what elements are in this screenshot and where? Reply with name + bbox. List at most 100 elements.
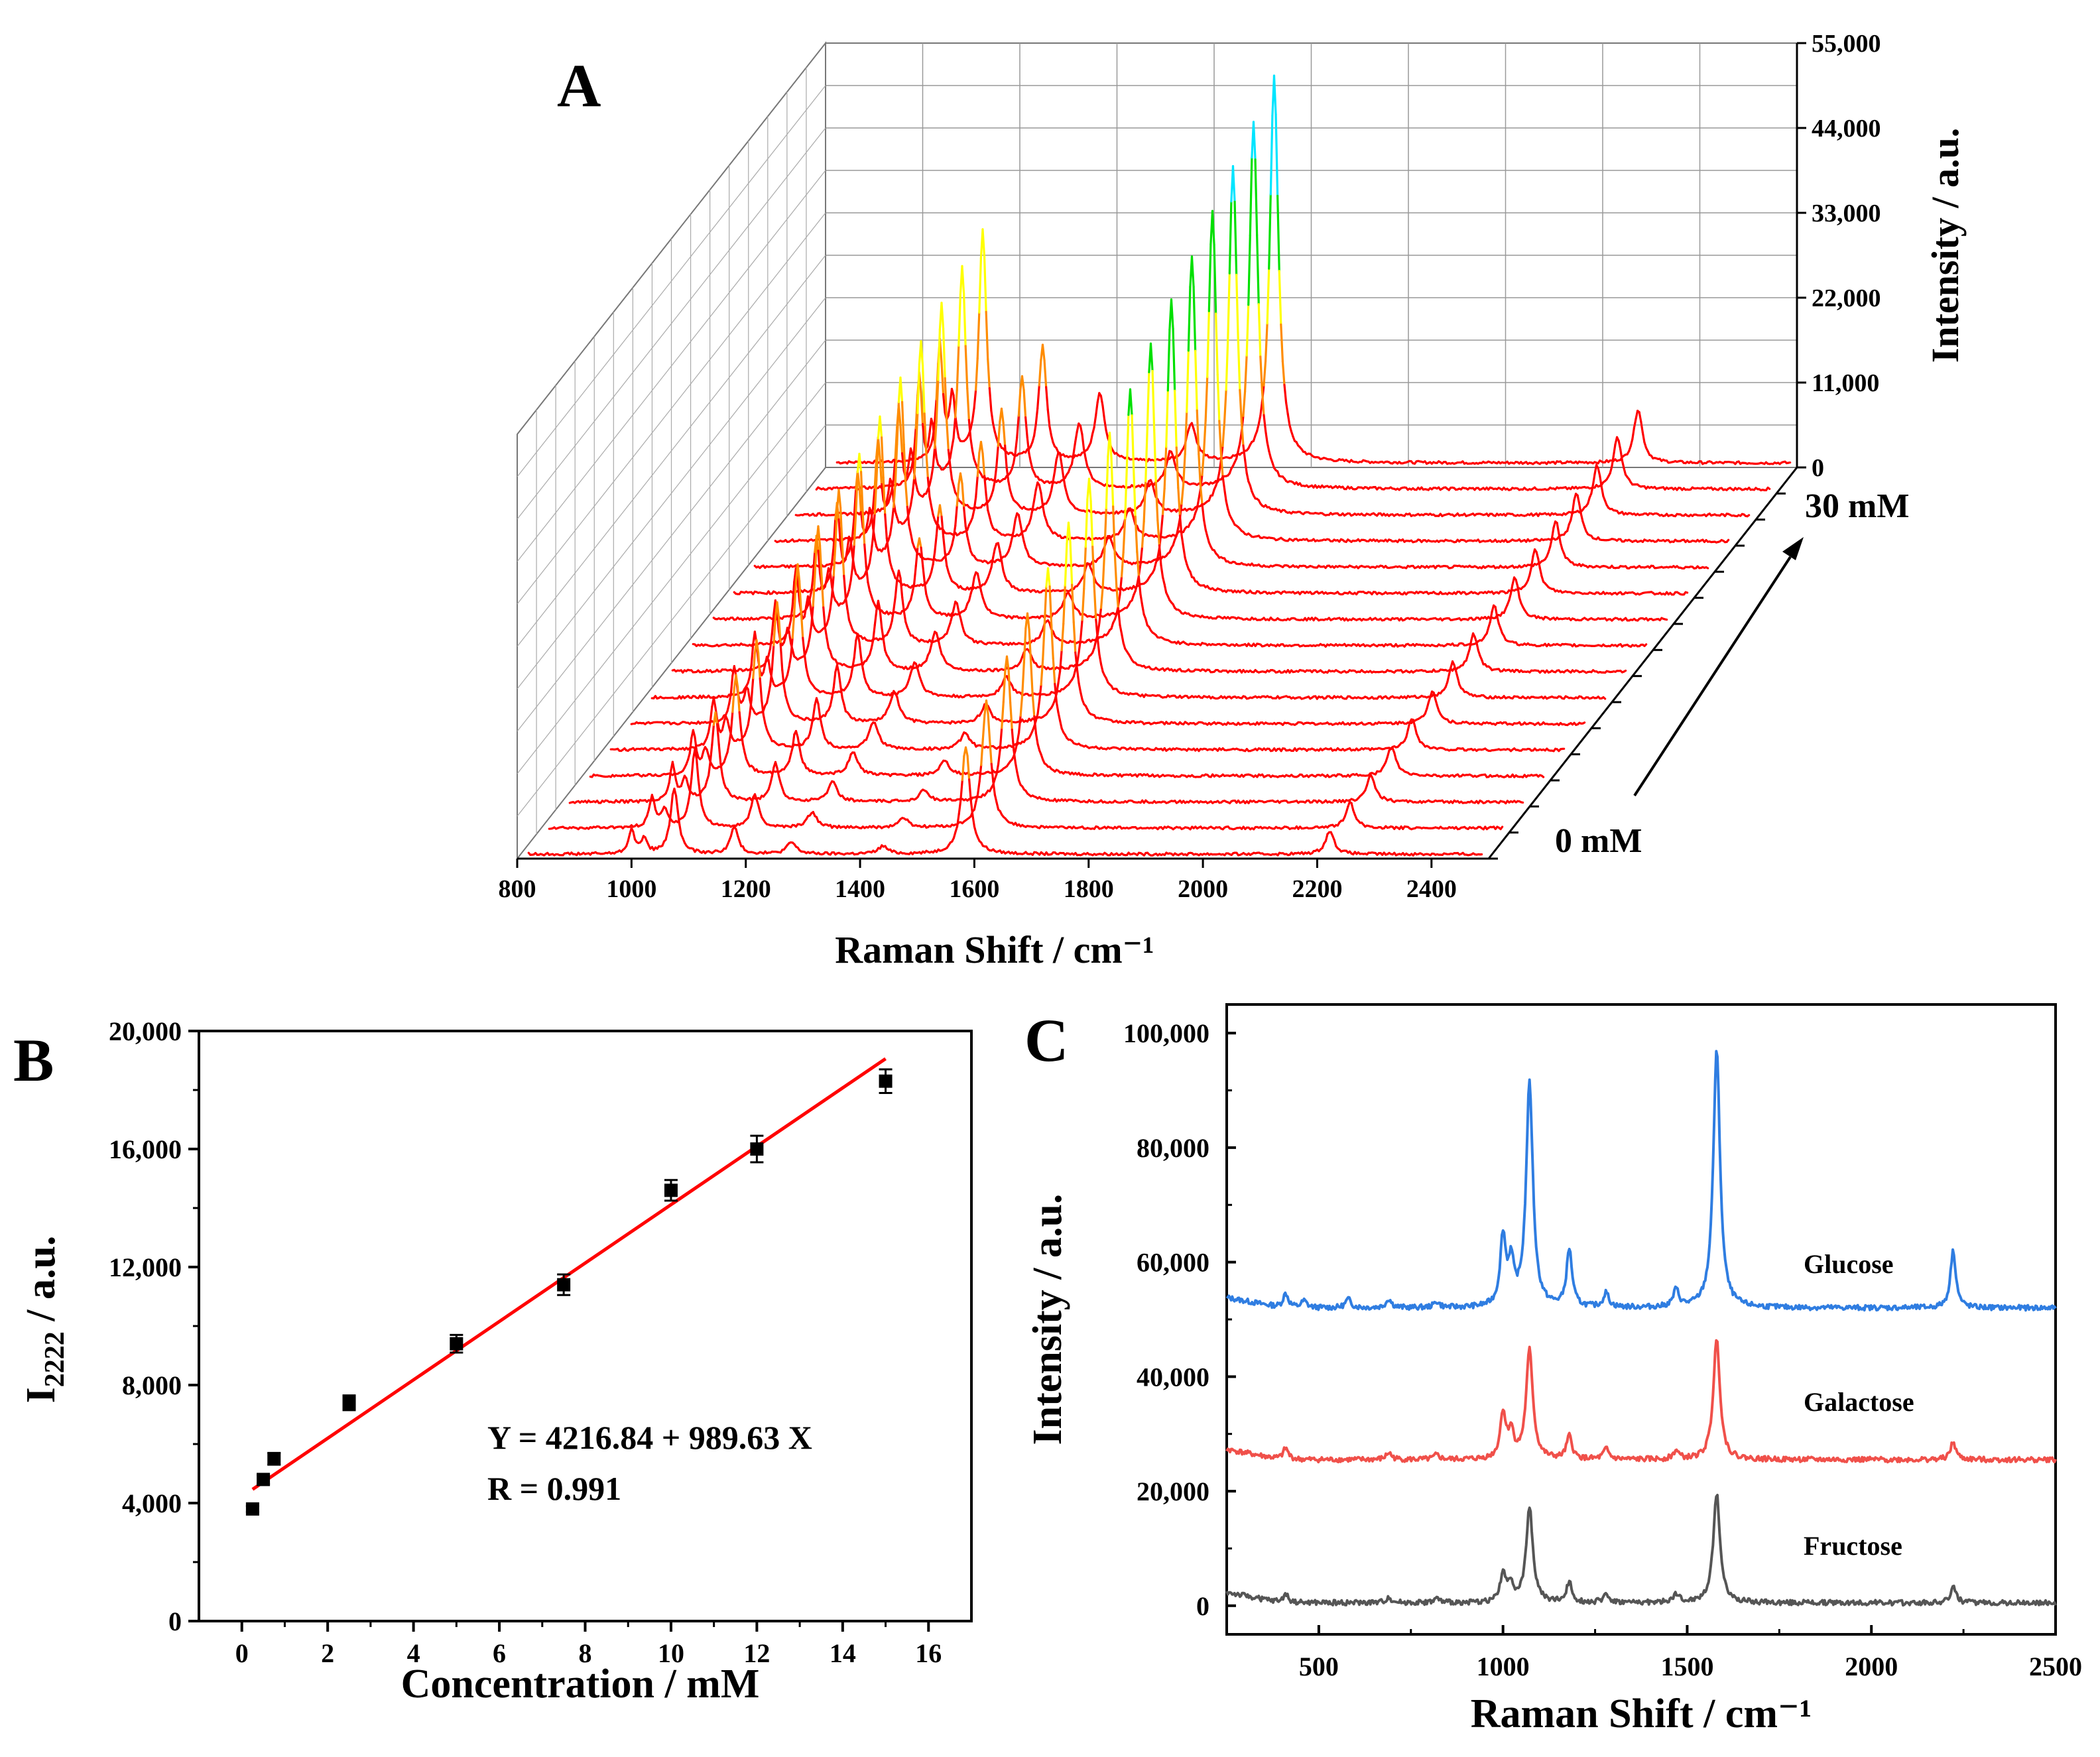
panel-a-spectrum-segment: [978, 257, 983, 314]
panel-a-spectrum-segment: [808, 599, 813, 615]
panel-a-spectrum-segment: [1079, 424, 1083, 436]
panel-a-spectrum-segment: [988, 515, 993, 525]
panel-a-spectrum-segment: [1216, 373, 1221, 422]
panel-a-spectrum-segment: [1245, 304, 1250, 357]
panel-a-spectrum-segment: [1166, 328, 1171, 392]
panel-a-spectrum-segment: [1004, 444, 1008, 469]
panel-a-spectrum-segment: [891, 506, 895, 524]
panel-a-spectrum-segment: [889, 489, 893, 498]
panel-a-spectrum-segment: [863, 543, 867, 568]
panel-a-side-gridline: [517, 170, 826, 562]
panel-a-side-gridline: [517, 212, 826, 605]
panel-a-spectrum-segment: [1163, 583, 1168, 594]
panel-a-spectrum-segment: [894, 578, 898, 598]
panel-a-spectrum-segment: [961, 482, 965, 509]
panel-a-spectrum-segment: [908, 504, 912, 514]
panel-a-spectrum-segment: [1621, 459, 1625, 469]
panel-a-spectrum-segment: [946, 564, 950, 574]
panel-a-spectrum-segment: [880, 483, 885, 501]
panel-a-spectrum-segment: [1268, 450, 1272, 459]
panel-a-spectrum-segment: [995, 444, 999, 468]
panel-a-spectrum-segment: [1638, 411, 1642, 423]
panel-a-spectrum-segment: [928, 643, 933, 653]
panel-a-spectrum-segment: [861, 512, 866, 546]
panel-a-spectrum-segment: [987, 358, 991, 390]
panel-a-spectrum-segment: [962, 292, 967, 347]
panel-a-spectrum-segment: [913, 564, 917, 585]
panel-a-spectrum-segment: [849, 540, 854, 557]
panel-a-spectrum-segment: [973, 389, 977, 410]
panel-a-spectrum-segment: [902, 443, 907, 485]
panel-a-spectrum-segment: [904, 482, 908, 509]
panel-a-spectrum-segment: [858, 485, 863, 514]
panel-a-spectrum-segment: [1202, 419, 1207, 454]
panel-a-spectrum-segment: [789, 605, 794, 622]
panel-a-spectrum-segment: [1225, 339, 1229, 391]
panel-a-spectrum-segment: [1017, 514, 1022, 526]
panel-a-spectrum-segment: [942, 535, 946, 554]
panel-a-spectrum-segment: [1101, 404, 1106, 420]
panel-a-spectrum-segment: [911, 582, 916, 593]
panel-a-spectrum-segment: [1072, 441, 1077, 455]
panel-a-spectrum-segment: [1028, 452, 1032, 463]
panel-a-spectrum-segment: [1559, 541, 1564, 550]
panel-a-spectrum-segment: [899, 376, 904, 403]
panel-a-spectrum-segment: [824, 577, 828, 588]
panel-a-spectrum-segment: [1103, 418, 1107, 432]
panel-a-spectrum-segment: [893, 482, 896, 509]
panel-a-spectrum-segment: [810, 576, 814, 593]
panel-a-spectrum-segment: [976, 311, 981, 360]
panel-a-spectrum-segment: [1038, 359, 1042, 387]
panel-a-spectrum-segment: [975, 475, 979, 499]
panel-a-spectrum-segment: [911, 477, 916, 496]
panel-a-spectrum-segment: [950, 536, 955, 546]
panel-a-spectrum-segment: [1017, 389, 1022, 417]
panel-a-spectrum-segment: [1213, 243, 1217, 315]
panel-a-spectrum-segment: [914, 482, 919, 492]
panel-a-spectrum-segment: [837, 518, 842, 545]
panel-a-spectrum-segment: [808, 590, 813, 601]
panel-a-spectrum-segment: [1631, 426, 1635, 441]
panel-a-spectrum-segment: [843, 574, 847, 599]
panel-a-spectrum-segment: [1537, 558, 1541, 570]
panel-a-spectrum-segment: [1178, 515, 1183, 536]
panel-a-spectrum-segment: [971, 576, 975, 589]
panel-a-spectrum-segment: [1113, 552, 1118, 588]
panel-a-spectrum-segment: [875, 437, 880, 481]
panel-a-spectrum-segment: [981, 452, 986, 477]
panel-a-spectrum-segment: [1194, 433, 1198, 444]
panel-a-spectrum-segment: [1288, 423, 1292, 433]
panel-a-spectrum-segment: [942, 393, 946, 414]
panel-a-spectrum-segment: [926, 432, 931, 448]
panel-a-spectrum-segment: [930, 465, 934, 479]
panel-a-spectrum-segment: [1264, 322, 1268, 363]
panel-a-spectrum-segment: [1206, 535, 1210, 544]
panel-a-spectrum-segment: [1221, 420, 1226, 448]
panel-a-spectrum-segment: [887, 495, 892, 504]
panel-a-spectrum-segment: [853, 488, 857, 518]
panel-a-spectrum-segment: [1082, 448, 1087, 459]
panel-a-spectrum-segment: [930, 436, 934, 446]
panel-a-spectrum-segment: [928, 495, 933, 507]
panel-a-spectrum-segment: [926, 477, 931, 498]
panel-a-spectrum-segment: [1156, 519, 1161, 547]
panel-a-spectrum-segment: [871, 487, 876, 509]
panel-a-spectrum-segment: [830, 546, 835, 565]
panel-a-spectrum-segment: [808, 625, 813, 639]
panel-a-spectrum-segment: [985, 310, 989, 361]
panel-a-spectrum-segment: [932, 551, 936, 566]
panel-a-spectrum: [733, 298, 1689, 596]
panel-a-spectrum-segment: [812, 551, 816, 578]
panel-a-spectrum-segment: [1182, 546, 1186, 559]
panel-a-spectrum-segment: [1597, 467, 1601, 477]
panel-a-spectrum-segment: [983, 256, 987, 313]
panel-a-spectrum-segment: [1286, 412, 1291, 426]
panel-a-spectrum-segment: [1609, 465, 1613, 475]
panel-a-spectrum-segment: [1146, 371, 1150, 429]
panel-a-spectrum-segment: [865, 519, 869, 530]
panel-a-spectrum-segment: [934, 420, 938, 450]
panel-a-spectrum-segment: [1268, 193, 1272, 270]
panel-a-spectrum-segment: [867, 562, 871, 570]
panel-a-spectrum-segment: [896, 400, 900, 446]
panel-a-spectrum-segment: [1141, 603, 1145, 616]
